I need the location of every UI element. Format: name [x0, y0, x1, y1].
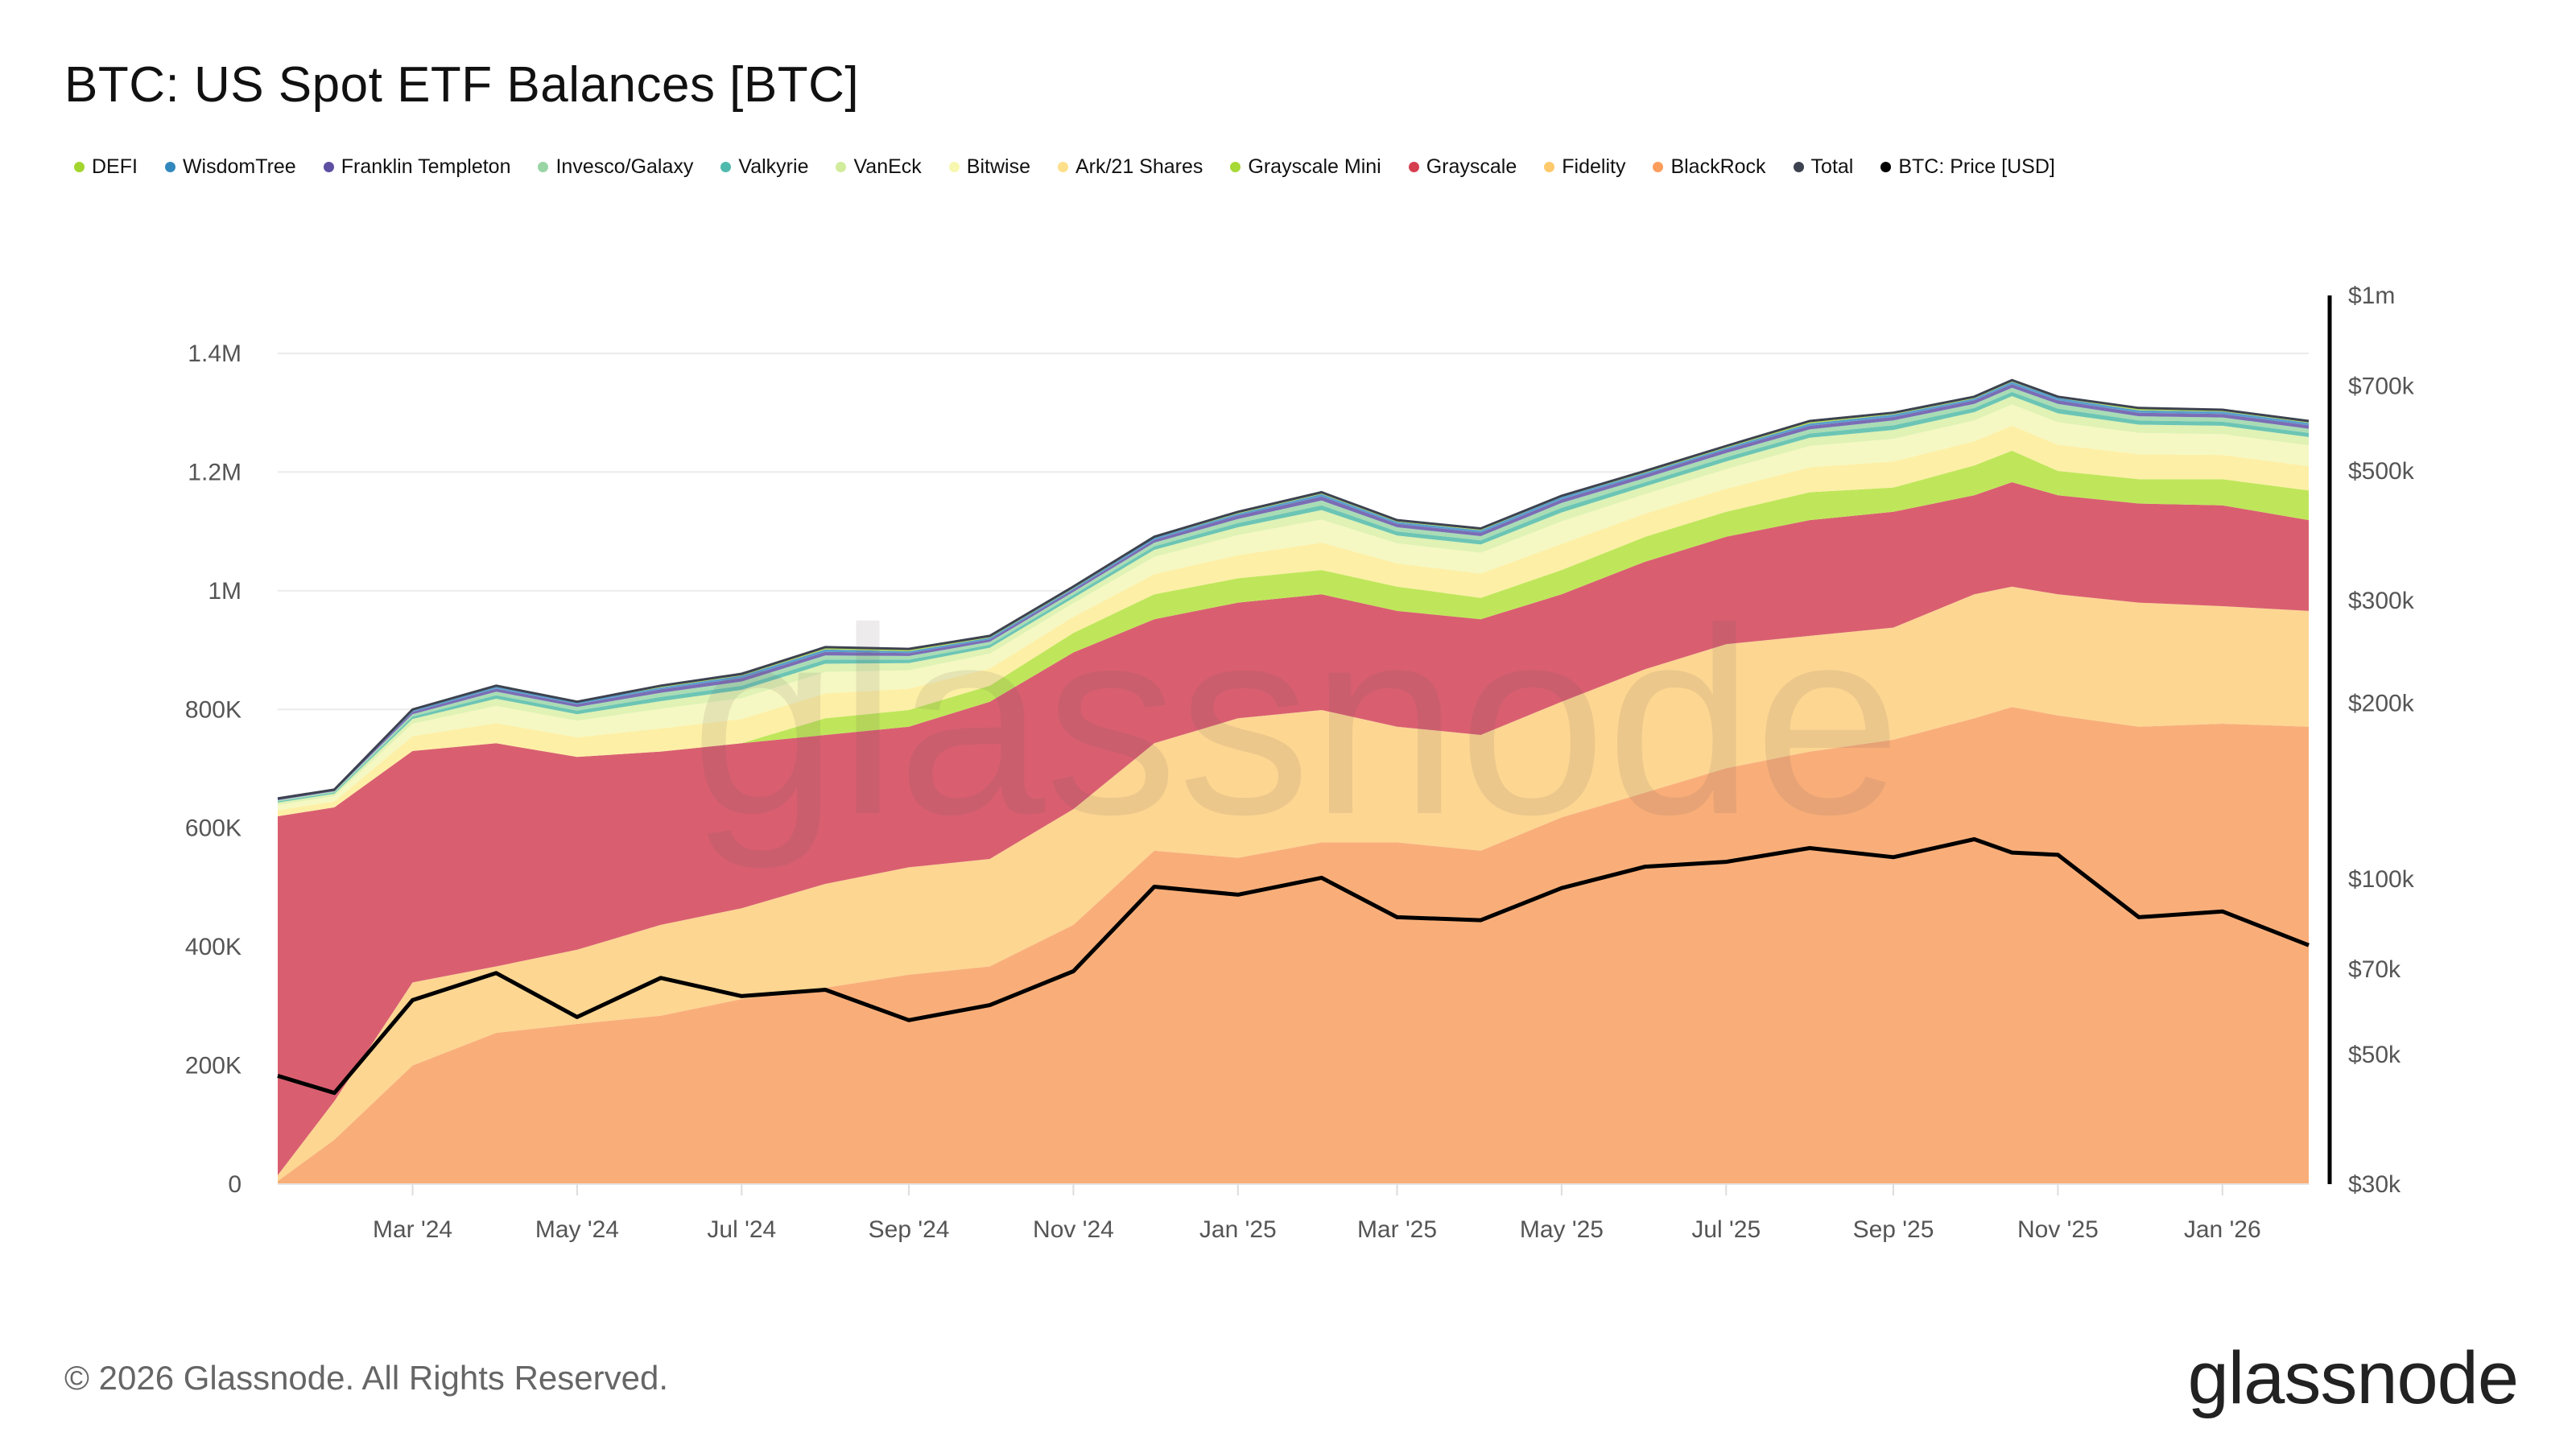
legend-label: Franklin Templeton [341, 155, 511, 178]
x-tick-label: May '25 [1520, 1216, 1604, 1243]
legend-label: Invesco/Galaxy [555, 155, 694, 178]
legend-dot-icon [836, 162, 847, 172]
legend-item-btc-price-usd-[interactable]: BTC: Price [USD] [1880, 155, 2055, 179]
y-right-tick-label: $500k [2348, 458, 2415, 485]
stacked-areas [278, 380, 2309, 1184]
legend-label: Total [1810, 155, 1854, 178]
legend-item-invesco-galaxy[interactable]: Invesco/Galaxy [538, 155, 693, 179]
legend-dot-icon [323, 162, 334, 172]
left-axis: 0 200K 400K 600K 800K 1M 1.2M 1.4M [185, 341, 242, 1198]
legend-dot-icon [1230, 162, 1241, 172]
y-tick-label: 400K [185, 934, 242, 960]
legend-item-total[interactable]: Total [1793, 155, 1854, 179]
y-tick-label: 1.4M [188, 341, 242, 367]
legend: DEFI WisdomTree Franklin Templeton Invesco/… [74, 155, 2055, 179]
x-tick-label: Jan '26 [2184, 1216, 2261, 1243]
series-lines [277, 378, 2310, 1096]
legend-dot-icon [164, 162, 175, 172]
legend-item-franklin-templeton[interactable]: Franklin Templeton [323, 155, 511, 179]
line-total [277, 378, 2310, 800]
y-right-tick-label: $200k [2348, 691, 2415, 717]
x-tick-label: Jul '24 [707, 1216, 776, 1243]
legend-dot-icon [948, 162, 960, 172]
legend-label: Bitwise [966, 155, 1030, 178]
legend-label: BTC: Price [USD] [1898, 155, 2055, 178]
legend-item-blackrock[interactable]: BlackRock [1653, 155, 1766, 179]
chart-title: BTC: US Spot ETF Balances [BTC] [64, 57, 860, 113]
legend-label: Grayscale Mini [1248, 155, 1381, 178]
area-bitwise [278, 404, 2309, 811]
x-tick-label: Jul '25 [1691, 1216, 1761, 1243]
y-tick-label: 600K [185, 815, 242, 842]
y-right-tick-label: $100k [2348, 866, 2415, 893]
legend-dot-icon [720, 162, 732, 172]
y-right-tick-label: $70k [2348, 956, 2401, 983]
legend-label: BlackRock [1670, 155, 1766, 178]
legend-label: Valkyrie [738, 155, 809, 178]
right-axis: $30k $50k $70k $100k $200k $300k $500k $700k $1m [2327, 283, 2415, 1198]
legend-dot-icon [1653, 162, 1664, 172]
copyright-footer: © 2026 Glassnode. All Rights Reserved. [64, 1359, 669, 1397]
legend-item-valkyrie[interactable]: Valkyrie [720, 155, 808, 179]
legend-dot-icon [1544, 162, 1555, 172]
legend-dot-icon [74, 162, 85, 172]
legend-label: WisdomTree [182, 155, 296, 178]
legend-item-grayscale-mini[interactable]: Grayscale Mini [1230, 155, 1381, 179]
x-tick-label: Mar '25 [1357, 1216, 1437, 1243]
legend-item-defi[interactable]: DEFI [74, 155, 138, 179]
y-right-tick-label: $30k [2348, 1171, 2401, 1198]
y-right-tick-label: $300k [2348, 588, 2415, 614]
y-tick-label: 1.2M [188, 459, 242, 485]
legend-label: Grayscale [1426, 155, 1517, 178]
y-tick-label: 0 [228, 1171, 242, 1198]
y-tick-label: 1M [208, 578, 242, 605]
legend-label: Ark/21 Shares [1075, 155, 1203, 178]
legend-dot-icon [1408, 162, 1419, 172]
line-btc-price [277, 837, 2310, 1096]
legend-dot-icon [1880, 162, 1892, 172]
legend-label: DEFI [92, 155, 138, 178]
legend-label: VanEck [853, 155, 922, 178]
area-fidelity [278, 586, 2309, 1182]
legend-item-wisdomtree[interactable]: WisdomTree [164, 155, 296, 179]
watermark: glassnode [691, 572, 1902, 871]
legend-dot-icon [538, 162, 549, 172]
y-right-tick-label: $50k [2348, 1042, 2401, 1068]
area-grayscale [278, 482, 2309, 1175]
legend-dot-icon [1793, 162, 1804, 172]
legend-item-fidelity[interactable]: Fidelity [1544, 155, 1625, 179]
area-ark-21-shares [278, 425, 2309, 816]
x-tick-label: Mar '24 [373, 1216, 452, 1243]
x-tick-label: Nov '25 [2017, 1216, 2099, 1243]
legend-item-grayscale[interactable]: Grayscale [1408, 155, 1517, 179]
y-tick-label: 800K [185, 696, 242, 723]
x-tick-label: Jan '25 [1199, 1216, 1277, 1243]
x-tick-label: Nov '24 [1033, 1216, 1114, 1243]
legend-item-ark-21-shares[interactable]: Ark/21 Shares [1057, 155, 1203, 179]
area-blackrock [278, 707, 2309, 1184]
x-tick-label: May '24 [535, 1216, 619, 1243]
legend-item-vaneck[interactable]: VanEck [836, 155, 922, 179]
y-right-tick-label: $700k [2348, 373, 2415, 399]
glassnode-logo: glassnode [2187, 1337, 2519, 1419]
legend-label: Fidelity [1562, 155, 1626, 178]
legend-dot-icon [1057, 162, 1068, 172]
area-grayscale-mini [278, 450, 2309, 816]
y-right-tick-label: $1m [2348, 283, 2395, 309]
y-tick-label: 200K [185, 1053, 242, 1080]
x-axis: Mar '24 May '24 Jul '24 Sep '24 Nov '24 Jan '… [278, 1183, 2309, 1243]
x-tick-label: Sep '25 [1853, 1216, 1934, 1243]
legend-item-bitwise[interactable]: Bitwise [948, 155, 1030, 179]
x-tick-label: Sep '24 [869, 1216, 950, 1243]
